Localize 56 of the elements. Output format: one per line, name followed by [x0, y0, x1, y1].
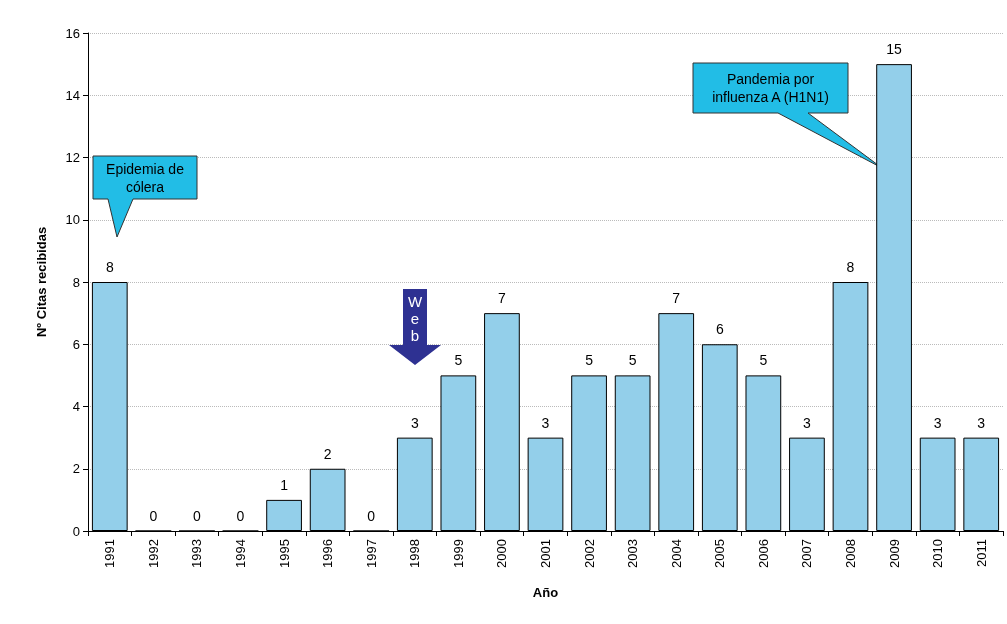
- x-tick-label: 1994: [233, 539, 248, 568]
- x-tick-label: 2002: [581, 539, 597, 568]
- y-tick-label: 6: [72, 336, 80, 352]
- x-tick-label: 2003: [625, 539, 641, 568]
- y-tick-label: 8: [72, 274, 80, 290]
- x-tick-label: 1995: [276, 539, 292, 568]
- data-label: 3: [933, 414, 942, 431]
- data-label: 3: [410, 414, 419, 431]
- data-label: 3: [541, 414, 550, 431]
- x-tick-label: 2007: [799, 539, 815, 568]
- data-label: 3: [977, 414, 986, 431]
- data-label: 6: [715, 321, 724, 338]
- x-tick-label: 1998: [407, 539, 423, 568]
- data-label: 0: [193, 507, 202, 524]
- y-axis-title: Nº Citas recibidas: [34, 226, 49, 338]
- data-label: 5: [454, 352, 463, 369]
- x-tick-label: 2008: [843, 539, 858, 568]
- x-tick-label: 1999: [450, 539, 466, 568]
- x-tick-label: 1997: [363, 539, 379, 568]
- y-tick-label: 12: [65, 150, 80, 165]
- data-label: 8: [846, 259, 855, 275]
- x-tick-label: 2006: [755, 539, 771, 568]
- x-tick-label: 2010: [930, 539, 946, 568]
- x-tick-label: 2005: [712, 539, 728, 568]
- x-tick-label: 2009: [886, 539, 902, 568]
- data-label: 5: [585, 352, 594, 369]
- x-tick-label: 2001: [538, 539, 553, 568]
- data-label: 1: [280, 476, 289, 493]
- y-tick-label: 10: [65, 212, 80, 228]
- annotation: Web: [407, 293, 423, 344]
- data-label: 7: [672, 290, 681, 307]
- y-tick-label: 2: [72, 461, 80, 477]
- data-label: 15: [886, 41, 903, 58]
- y-tick-label: 0: [72, 523, 80, 539]
- x-tick-label: 2000: [494, 539, 510, 568]
- data-label: 3: [803, 414, 812, 431]
- x-tick-label: 2004: [668, 539, 684, 568]
- data-label: 7: [498, 290, 507, 307]
- y-tick-label: 14: [65, 87, 80, 103]
- data-label: 2: [323, 445, 332, 462]
- data-label: 8: [105, 259, 114, 275]
- data-label: 5: [759, 352, 768, 369]
- data-label: 0: [236, 507, 245, 524]
- x-tick-label: 1993: [189, 539, 205, 568]
- x-tick-label: 2011: [973, 539, 989, 567]
- x-tick-label: 1996: [320, 539, 336, 568]
- data-label: 0: [367, 507, 376, 524]
- annotation: Epidemia de cólera: [106, 160, 185, 195]
- x-axis-title: Año: [532, 585, 559, 600]
- x-tick-label: 1991: [102, 539, 118, 568]
- data-label: 0: [149, 507, 158, 524]
- y-tick-label: 16: [65, 25, 80, 41]
- x-tick-label: 1992: [145, 539, 161, 568]
- data-label: 5: [628, 352, 637, 369]
- y-tick-label: 4: [72, 399, 80, 414]
- annotation: Pandemia por influenza A (H1N1): [712, 71, 829, 105]
